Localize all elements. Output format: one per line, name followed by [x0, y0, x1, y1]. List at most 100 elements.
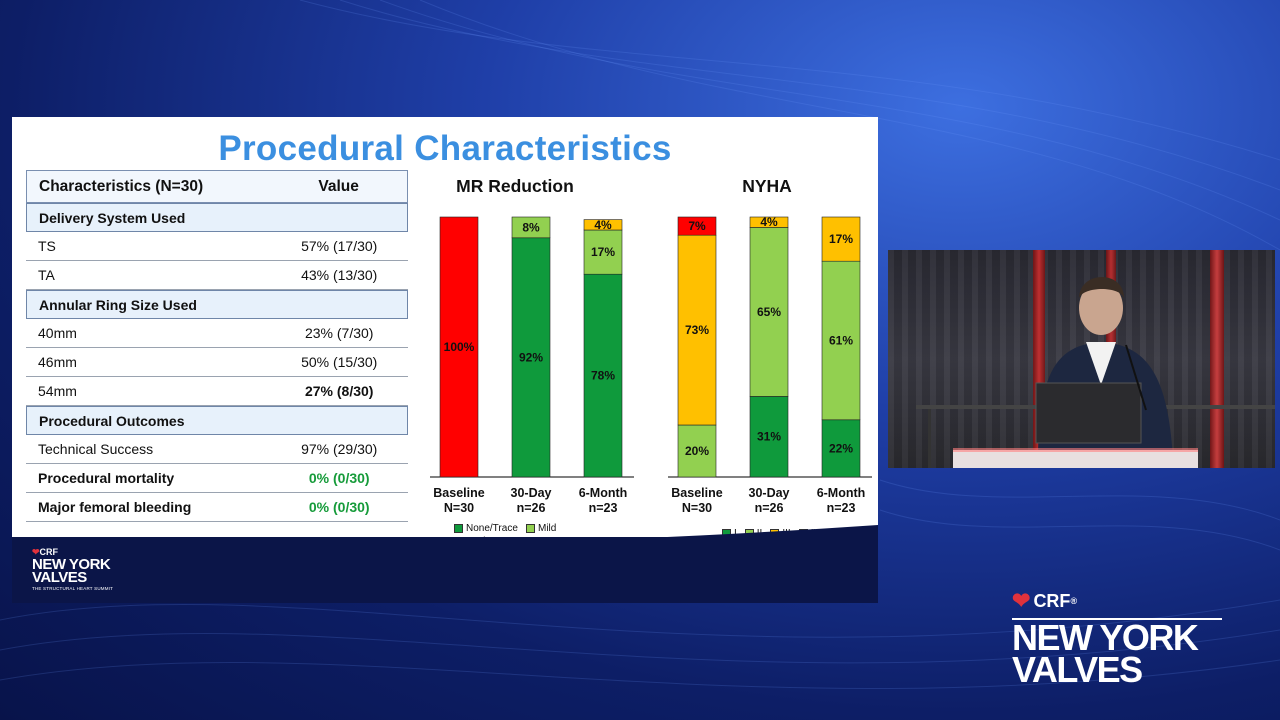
legend-swatch	[526, 524, 535, 533]
bar-segment	[583, 229, 623, 275]
table-section-row: Procedural Outcomes	[26, 406, 408, 435]
row-label: Major femoral bleeding	[38, 499, 192, 515]
row-value: 27% (8/30)	[304, 383, 374, 399]
speaker-figure	[916, 277, 1275, 468]
table-row: TS 57% (17/30)	[26, 232, 408, 261]
bar-segment	[677, 424, 717, 478]
row-value: 43% (13/30)	[301, 267, 378, 283]
table-section-row: Annular Ring Size Used	[26, 290, 408, 319]
row-value: 50% (15/30)	[301, 354, 378, 370]
row-label: 54mm	[38, 383, 77, 399]
data-label: 31%	[757, 430, 781, 444]
category-label: N=30	[444, 501, 474, 515]
row-value: 57% (17/30)	[301, 238, 378, 254]
table-row: 54mm 27% (8/30)	[26, 377, 408, 406]
row-label: TS	[38, 238, 56, 254]
category-label: Baseline	[671, 486, 722, 500]
data-label: 100%	[444, 340, 475, 354]
data-label: 17%	[829, 232, 853, 246]
category-label: n=26	[517, 501, 546, 515]
data-label: 8%	[522, 220, 540, 234]
legend-label: None/Trace	[466, 523, 518, 534]
row-label: Procedural mortality	[38, 470, 175, 486]
data-label: 73%	[685, 323, 709, 337]
header-characteristics: Characteristics (N=30)	[39, 177, 204, 195]
footer-nyv-2: VALVES	[32, 569, 87, 586]
category-label: 6-Month	[579, 486, 628, 500]
brand-crf: CRF	[1033, 590, 1071, 611]
data-label: 17%	[591, 245, 615, 259]
category-label: N=30	[682, 501, 712, 515]
bar-segment	[821, 216, 861, 262]
table-row: 46mm 50% (15/30)	[26, 348, 408, 377]
data-label: 65%	[757, 305, 781, 319]
heart-icon: ❤	[32, 547, 40, 557]
bar-segment	[511, 216, 551, 239]
category-label: Baseline	[433, 486, 484, 500]
row-label: Procedural Outcomes	[39, 412, 185, 429]
bar-segment	[749, 396, 789, 478]
data-label: 20%	[685, 444, 709, 458]
bar-segment	[821, 419, 861, 478]
data-label: 4%	[760, 215, 778, 229]
chart-title-mr: MR Reduction	[456, 176, 574, 196]
legend-label: Mild	[538, 523, 557, 534]
bar-segment	[677, 234, 717, 426]
category-label: n=23	[827, 501, 856, 515]
data-label: 61%	[829, 334, 853, 348]
data-label: 78%	[591, 369, 615, 383]
brand-divider	[1012, 618, 1222, 620]
table-row: 40mm 23% (7/30)	[26, 319, 408, 348]
bar-segment	[583, 219, 623, 231]
heart-icon: ❤	[1012, 588, 1031, 613]
table-row: Technical Success 97% (29/30)	[26, 435, 408, 464]
brand-name-line1: NEW YORK	[1012, 617, 1199, 658]
table-row: Major femoral bleeding 0% (0/30)	[26, 493, 408, 522]
speaker-video	[888, 250, 1275, 468]
row-value: 0% (0/30)	[308, 499, 370, 515]
category-label: 30-Day	[749, 486, 790, 500]
category-label: 30-Day	[511, 486, 552, 500]
category-label: 6-Month	[817, 486, 866, 500]
category-label: n=26	[755, 501, 784, 515]
footer-tagline: THE STRUCTURAL HEART SUMMIT	[32, 586, 114, 591]
row-value: 23% (7/30)	[304, 325, 374, 341]
presentation-slide: Procedural Characteristics Characteristi…	[12, 117, 878, 603]
bar-segment	[583, 273, 623, 478]
brand-logo: ❤ CRF ® NEW YORK VALVES	[1012, 588, 1222, 690]
slide-footer-logo: ❤CRF NEW YORK VALVES THE STRUCTURAL HEAR…	[32, 547, 113, 591]
data-label: 22%	[829, 441, 853, 455]
row-label: Annular Ring Size Used	[39, 296, 197, 313]
table-section-row: Delivery System Used	[26, 203, 408, 232]
legend-swatch	[454, 524, 463, 533]
table-body: Delivery System Used TS 57% (17/30) TA 43% (…	[26, 203, 408, 522]
legend-label: I	[734, 528, 737, 539]
category-label: n=23	[589, 501, 618, 515]
data-label: 92%	[519, 350, 543, 364]
data-label: 4%	[594, 218, 612, 232]
brand-name-line2: VALVES	[1012, 649, 1143, 690]
header-value: Value	[318, 177, 359, 195]
chart-title-nyha: NYHA	[742, 176, 792, 196]
table-header: Characteristics (N=30) Value	[26, 170, 408, 203]
row-label: Delivery System Used	[39, 209, 186, 226]
row-label: 40mm	[38, 325, 77, 341]
table-row: TA 43% (13/30)	[26, 261, 408, 290]
row-label: TA	[38, 267, 55, 283]
bar-segment	[511, 237, 551, 478]
bar-segment	[749, 216, 789, 228]
table-row: Procedural mortality 0% (0/30)	[26, 464, 408, 493]
slide-title: Procedural Characteristics	[218, 129, 672, 168]
footer-crf: CRF	[39, 547, 59, 557]
data-label: 7%	[688, 219, 706, 233]
slide-footer	[12, 537, 878, 603]
row-value: 0% (0/30)	[308, 470, 370, 486]
bar-segment	[677, 216, 717, 236]
characteristics-table: Characteristics (N=30) Value Delivery Sy…	[26, 170, 408, 522]
brand-registered: ®	[1070, 596, 1078, 606]
row-label: Technical Success	[38, 441, 154, 457]
bar-segment	[821, 260, 861, 421]
